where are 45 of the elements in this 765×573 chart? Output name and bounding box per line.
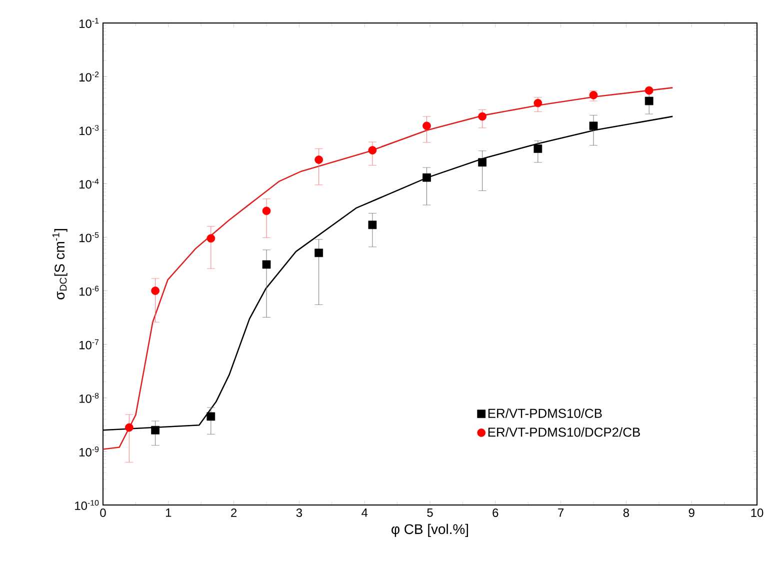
point [151,426,160,434]
y-tick-label: 10$^{-4}$ [80,178,99,189]
y-tick-label: 10$^{-2}$ [80,72,99,82]
x-tick-label: 2 [231,508,237,517]
point [478,158,487,167]
point [644,96,654,106]
point [262,260,271,269]
point [206,412,216,421]
point [422,122,431,130]
y-tick-label: 10$^{-9}$ [80,446,99,456]
x-tick-label: 5 [427,508,433,517]
y-tick-label: 10$^{-3}$ [80,125,99,136]
point [262,206,271,216]
y-tick-label: 10$^{-10}$ [75,500,99,510]
point [644,86,654,95]
x-tick-label: 9 [688,508,694,517]
point [478,112,487,121]
point [589,122,598,130]
point [314,248,324,258]
point [534,144,542,153]
point [206,234,216,243]
legend-label: ER/VT-PDMS10/DCP2/CB [488,427,640,437]
y-tick-label: 10$^{-7}$ [80,339,99,350]
x-tick-label: 8 [623,508,630,517]
point [314,156,324,164]
x-tick-label: 10 [751,508,764,517]
y-tick-label: 10$^{-1}$ [80,18,99,28]
x-tick-label: 3 [296,508,302,517]
x-tick-label: 0 [100,508,106,517]
y-tick-label: 10$^{-5}$ [80,232,99,242]
x-tick-label: 6 [492,508,498,517]
point [151,286,160,295]
y-axis-title: σ$_{DC}$[S cm$^{-1}$] [52,229,68,300]
point [368,146,377,154]
legend-label: ER/VT-PDMS10/CB [488,408,602,418]
point [589,90,598,100]
x-tick-label: 4 [362,508,368,517]
x-tick-label: 1 [166,508,172,517]
x-axis-title: φ CB [vol.%] [392,524,468,537]
point [124,423,134,432]
point [368,220,377,230]
y-tick-label: 10$^{-8}$ [80,392,99,403]
point [422,173,431,182]
y-tick-label: 10$^{-6}$ [80,286,99,296]
x-tick-label: 7 [558,508,564,517]
